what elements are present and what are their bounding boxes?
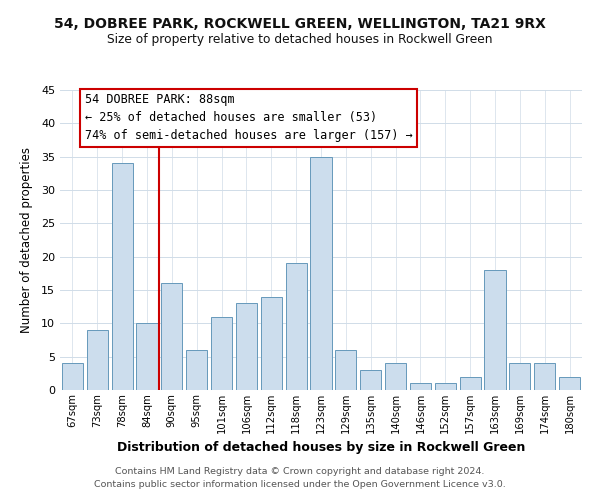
- Text: Size of property relative to detached houses in Rockwell Green: Size of property relative to detached ho…: [107, 32, 493, 46]
- Bar: [310, 156, 332, 390]
- Y-axis label: Number of detached properties: Number of detached properties: [20, 147, 32, 333]
- Bar: [385, 364, 406, 390]
- Text: Contains public sector information licensed under the Open Government Licence v3: Contains public sector information licen…: [94, 480, 506, 489]
- Bar: [211, 316, 232, 390]
- Bar: [484, 270, 506, 390]
- Bar: [87, 330, 108, 390]
- Bar: [286, 264, 307, 390]
- Bar: [236, 304, 257, 390]
- Bar: [136, 324, 158, 390]
- Bar: [112, 164, 133, 390]
- Bar: [460, 376, 481, 390]
- Bar: [261, 296, 282, 390]
- Bar: [534, 364, 555, 390]
- Text: 54 DOBREE PARK: 88sqm
← 25% of detached houses are smaller (53)
74% of semi-deta: 54 DOBREE PARK: 88sqm ← 25% of detached …: [85, 94, 413, 142]
- Bar: [410, 384, 431, 390]
- Text: Contains HM Land Registry data © Crown copyright and database right 2024.: Contains HM Land Registry data © Crown c…: [115, 467, 485, 476]
- Bar: [62, 364, 83, 390]
- Bar: [435, 384, 456, 390]
- Text: 54, DOBREE PARK, ROCKWELL GREEN, WELLINGTON, TA21 9RX: 54, DOBREE PARK, ROCKWELL GREEN, WELLING…: [54, 18, 546, 32]
- Bar: [186, 350, 207, 390]
- Bar: [360, 370, 381, 390]
- Bar: [559, 376, 580, 390]
- Bar: [509, 364, 530, 390]
- Bar: [161, 284, 182, 390]
- Bar: [335, 350, 356, 390]
- X-axis label: Distribution of detached houses by size in Rockwell Green: Distribution of detached houses by size …: [117, 442, 525, 454]
